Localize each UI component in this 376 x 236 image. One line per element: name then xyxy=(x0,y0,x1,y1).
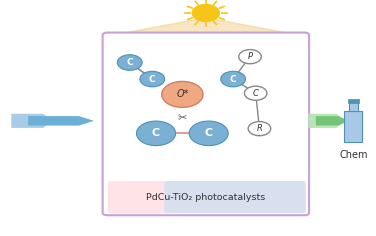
Circle shape xyxy=(189,121,228,146)
Polygon shape xyxy=(28,116,94,126)
Text: ✂: ✂ xyxy=(178,113,187,123)
Circle shape xyxy=(136,121,176,146)
Text: C: C xyxy=(126,58,133,67)
FancyBboxPatch shape xyxy=(164,181,306,213)
Circle shape xyxy=(162,81,203,107)
Text: C: C xyxy=(253,89,259,98)
Polygon shape xyxy=(316,116,349,126)
Text: P: P xyxy=(247,52,253,61)
Polygon shape xyxy=(308,114,345,128)
Text: C: C xyxy=(230,75,237,84)
Bar xyxy=(349,101,358,111)
Bar xyxy=(348,99,359,103)
FancyBboxPatch shape xyxy=(108,181,306,213)
Circle shape xyxy=(117,55,142,70)
Text: O*: O* xyxy=(176,89,189,99)
Text: C: C xyxy=(149,75,156,84)
Circle shape xyxy=(248,122,271,136)
Circle shape xyxy=(244,86,267,100)
Text: PdCu-TiO₂ photocatalysts: PdCu-TiO₂ photocatalysts xyxy=(146,193,265,202)
Polygon shape xyxy=(111,18,301,35)
Circle shape xyxy=(221,71,246,87)
Polygon shape xyxy=(11,114,53,128)
Circle shape xyxy=(140,71,165,87)
Circle shape xyxy=(192,4,219,21)
Circle shape xyxy=(239,50,261,64)
Text: R: R xyxy=(256,124,262,133)
Text: C: C xyxy=(205,128,213,138)
Bar xyxy=(344,111,362,142)
Text: C: C xyxy=(152,128,160,138)
FancyBboxPatch shape xyxy=(103,33,309,215)
Text: Chem: Chem xyxy=(339,150,368,160)
